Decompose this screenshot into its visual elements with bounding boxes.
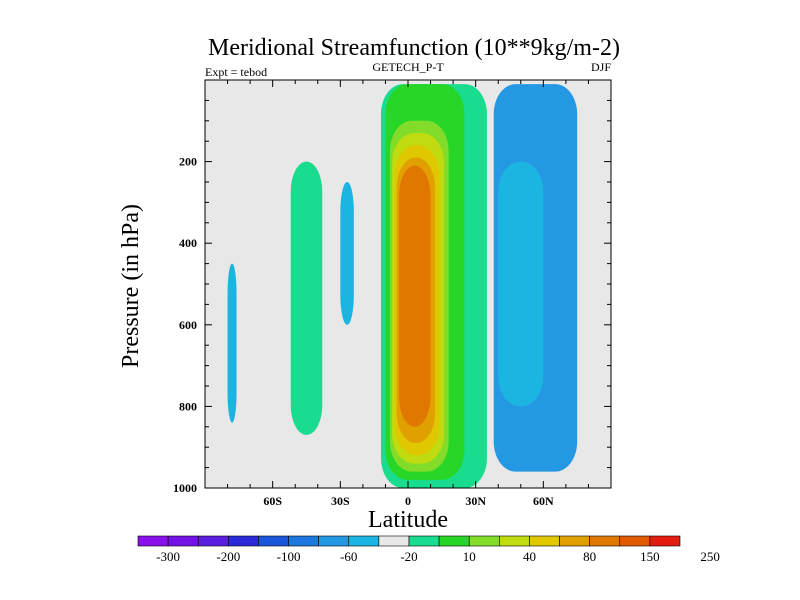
axes: 60S 30S 0 30N 60N 200 400 600 800 1000 <box>173 79 612 508</box>
y-tick-label: 200 <box>179 155 197 169</box>
right-subtitle: DJF <box>591 60 611 74</box>
colorbar-swatch <box>348 535 380 547</box>
colorbar-label: -100 <box>277 549 301 564</box>
colorbar-swatch <box>167 535 199 547</box>
contour-region-negative-cell-north-20 <box>498 161 544 407</box>
contour-region-positive-cell-south <box>290 161 323 435</box>
colorbar-label: -20 <box>400 549 417 564</box>
colorbar-swatch <box>318 535 350 547</box>
colorbar-swatch <box>438 535 470 547</box>
contour-region-negative-cell-far-south <box>227 263 237 423</box>
colorbar-swatch <box>228 535 259 547</box>
x-tick-label: 60S <box>263 494 282 508</box>
x-tick-label: 0 <box>405 494 411 508</box>
colorbar-label: -200 <box>216 549 240 564</box>
colorbar-swatch <box>559 535 590 547</box>
y-tick-label: 400 <box>179 236 197 250</box>
colorbar-label: -300 <box>156 549 180 564</box>
center-subtitle: GETECH_P-T <box>372 60 444 74</box>
colorbar-swatch <box>619 535 651 547</box>
x-axis-label: Latitude <box>368 507 448 533</box>
plot-area <box>205 80 611 488</box>
colorbar-label: -60 <box>340 549 357 564</box>
colorbar-swatch <box>499 535 530 547</box>
colorbar-label: 150 <box>640 549 660 564</box>
colorbar-label: 40 <box>523 549 536 564</box>
left-subtitle: Expt = tebod <box>205 65 267 79</box>
colorbar-label: 80 <box>583 549 596 564</box>
colorbar-swatch <box>468 535 500 547</box>
contour-region-positive-cell-150 <box>398 165 431 427</box>
colorbar-swatch <box>258 535 289 547</box>
x-tick-label: 30S <box>331 494 350 508</box>
y-tick-label: 600 <box>179 318 197 332</box>
colorbar-label: 250 <box>700 549 720 564</box>
colorbar-swatch <box>408 535 440 547</box>
colorbar-swatch <box>589 535 621 547</box>
colorbar: -300 -200 -100 -60 -20 10 40 80 150 250 <box>137 535 720 564</box>
colorbar-swatch <box>378 535 410 547</box>
colorbar-swatch <box>197 535 229 547</box>
colorbar-label: 10 <box>463 549 476 564</box>
colorbar-swatch <box>529 535 560 547</box>
contour-region-negative-cell-south-10 <box>340 182 354 325</box>
y-tick-label: 800 <box>179 399 197 413</box>
y-axis-label: Pressure (in hPa) <box>118 204 144 368</box>
colorbar-swatch <box>288 535 319 547</box>
chart-title: Meridional Streamfunction (10**9kg/m-2) <box>208 35 620 61</box>
colorbar-swatch <box>137 535 169 547</box>
y-tick-label: 1000 <box>173 481 197 495</box>
colorbar-swatch <box>649 535 681 547</box>
x-tick-label: 60N <box>533 494 554 508</box>
x-tick-label: 30N <box>465 494 486 508</box>
